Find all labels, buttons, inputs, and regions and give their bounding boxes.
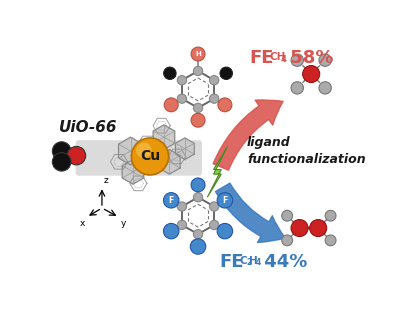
Circle shape — [191, 113, 205, 127]
Circle shape — [310, 220, 327, 236]
Text: C: C — [240, 256, 247, 266]
Circle shape — [210, 202, 219, 211]
Circle shape — [136, 142, 152, 158]
Text: z: z — [104, 176, 108, 185]
Text: FE: FE — [249, 49, 274, 67]
Text: 4: 4 — [255, 258, 261, 267]
Circle shape — [220, 67, 232, 79]
Text: F: F — [222, 196, 227, 205]
Circle shape — [177, 94, 187, 103]
Polygon shape — [207, 146, 227, 197]
Circle shape — [52, 142, 71, 160]
Text: FE: FE — [220, 253, 244, 271]
Circle shape — [217, 193, 232, 208]
Circle shape — [164, 223, 179, 239]
Polygon shape — [122, 159, 144, 184]
Circle shape — [217, 223, 232, 239]
Text: UiO-66: UiO-66 — [59, 120, 117, 135]
Circle shape — [191, 178, 205, 192]
Text: 4: 4 — [281, 55, 287, 64]
Text: CH: CH — [269, 53, 286, 62]
Circle shape — [210, 94, 219, 103]
Circle shape — [291, 54, 303, 66]
Text: H: H — [249, 256, 258, 266]
Circle shape — [325, 235, 336, 246]
Circle shape — [210, 76, 219, 85]
Polygon shape — [153, 125, 175, 150]
Text: y: y — [121, 219, 126, 228]
Circle shape — [319, 82, 331, 94]
FancyArrowPatch shape — [216, 183, 285, 243]
Circle shape — [191, 47, 205, 61]
Circle shape — [325, 210, 336, 221]
Text: x: x — [80, 219, 85, 228]
FancyBboxPatch shape — [76, 140, 202, 176]
Circle shape — [132, 138, 169, 175]
Polygon shape — [175, 138, 194, 159]
Circle shape — [193, 66, 203, 76]
Circle shape — [291, 82, 303, 94]
Circle shape — [67, 146, 85, 165]
Circle shape — [164, 193, 179, 208]
Text: F: F — [169, 196, 174, 205]
Circle shape — [291, 220, 308, 236]
Circle shape — [303, 66, 320, 83]
Circle shape — [193, 193, 203, 202]
Circle shape — [218, 98, 232, 112]
Polygon shape — [119, 137, 143, 165]
Circle shape — [319, 54, 331, 66]
Text: ligand
functionalization: ligand functionalization — [247, 136, 366, 166]
Text: Cu: Cu — [140, 150, 160, 163]
Circle shape — [177, 220, 187, 230]
Circle shape — [164, 67, 176, 79]
Text: 2: 2 — [246, 258, 251, 267]
Circle shape — [210, 220, 219, 230]
Circle shape — [52, 153, 71, 171]
Circle shape — [282, 235, 293, 246]
Circle shape — [177, 202, 187, 211]
Circle shape — [164, 98, 178, 112]
Circle shape — [193, 103, 203, 112]
Text: 58%: 58% — [284, 49, 334, 67]
Text: 44%: 44% — [258, 253, 307, 271]
Circle shape — [193, 230, 203, 239]
Circle shape — [282, 210, 293, 221]
FancyArrowPatch shape — [213, 100, 283, 170]
Circle shape — [190, 239, 206, 254]
Circle shape — [177, 76, 187, 85]
Polygon shape — [159, 150, 180, 174]
Text: H: H — [195, 51, 201, 57]
